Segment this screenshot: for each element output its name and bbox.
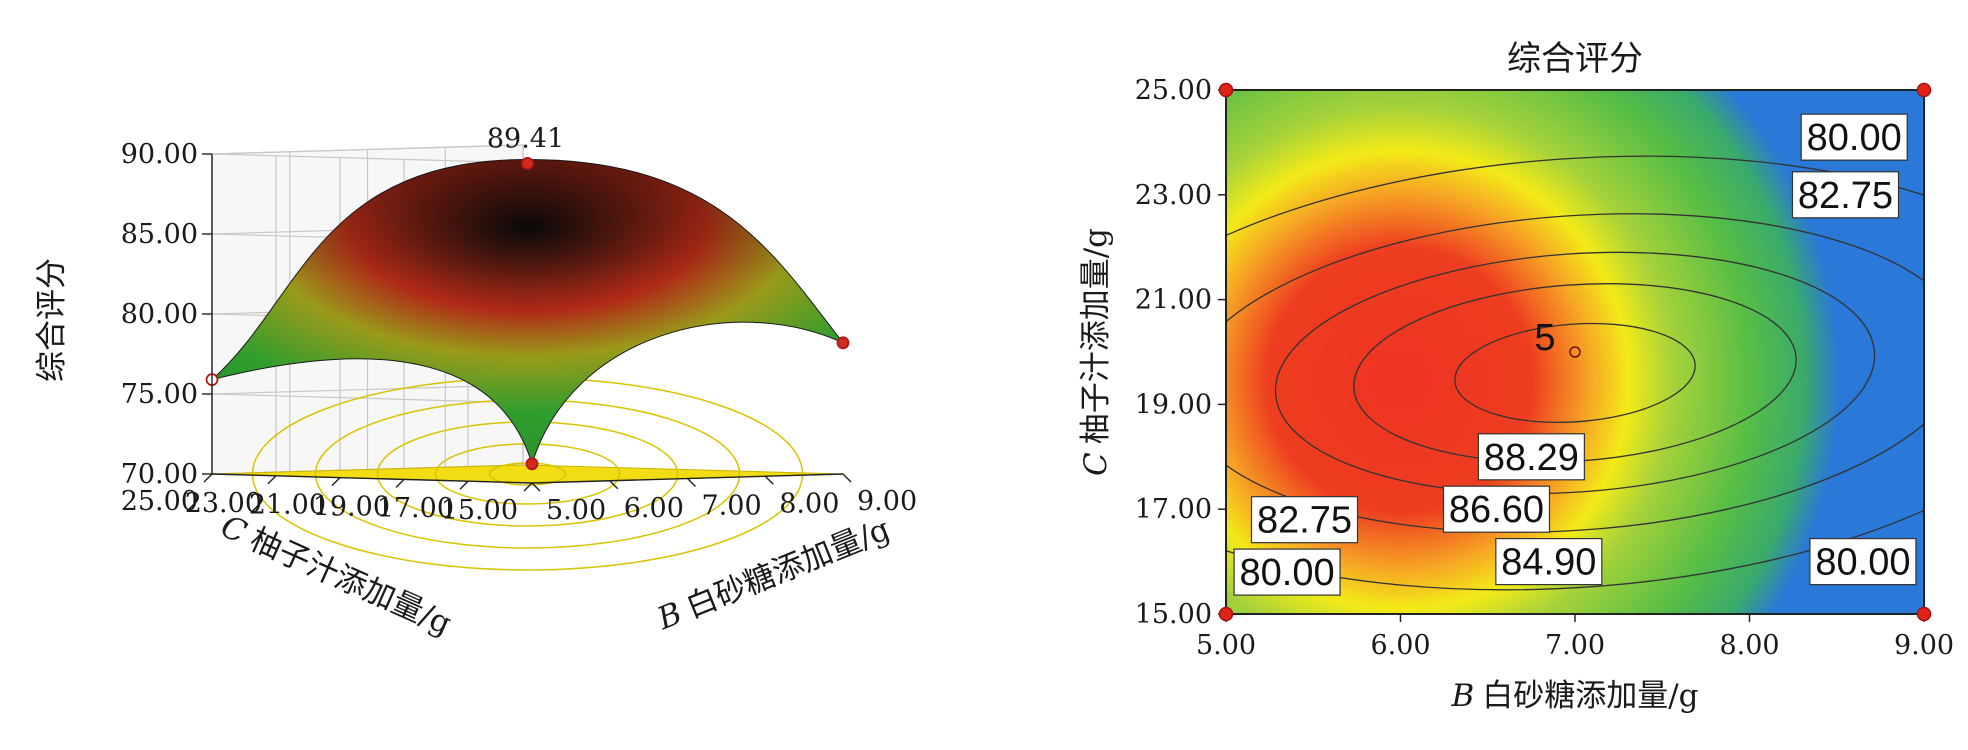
y-axis-line [211, 473, 533, 484]
x-tick [842, 473, 852, 483]
y-tick [523, 482, 533, 492]
contour-line [1454, 322, 1696, 424]
contour-label: 80.00 [1233, 548, 1341, 596]
x-tick-label: 7.00 [702, 491, 762, 522]
y-tick-label: 21.00 [1135, 285, 1212, 316]
svg-text:84.90: 84.90 [1501, 542, 1596, 584]
y-tick [203, 473, 213, 483]
y-tick-label: 25.00 [121, 486, 198, 517]
peak-label: 89.41 [487, 123, 564, 154]
svg-text:88.29: 88.29 [1484, 437, 1579, 479]
contour-line [1226, 213, 1924, 533]
x-tick-label: 7.00 [1545, 630, 1605, 661]
design-point [836, 336, 850, 350]
x-tick-label: 6.00 [624, 493, 684, 524]
y-tick-label: 25.00 [1135, 75, 1212, 106]
contour-label: 84.90 [1495, 537, 1603, 586]
y-tick-label: 19.00 [313, 491, 390, 522]
contour-plot-panel: 综合评分 5.00 6.00 7.00 8.00 9.00 15.00 17.00 19.00… [1060, 0, 1968, 746]
contour-line [1226, 155, 1924, 591]
x-tick [609, 480, 619, 490]
contour-design-points: 5 [1218, 82, 1932, 622]
contour-label: 80.00 [1800, 113, 1908, 161]
x-axis-title: B白砂糖添加量/g [652, 511, 895, 637]
z-tick-label: 80.00 [121, 299, 198, 330]
y-tick-label: 21.00 [249, 490, 326, 521]
z-tick-label: 70.00 [121, 459, 198, 490]
contour-label: 88.29 [1477, 433, 1585, 481]
response-surface-shade [212, 159, 843, 464]
contour-label: 82.75 [1791, 171, 1900, 219]
z-tick-label: 90.00 [121, 139, 198, 170]
z-axis-title: 综合评分 [34, 258, 70, 382]
axes: 70.00 75.00 80.00 85.00 90.00 5.00 6.00 7.00 8.0… [121, 139, 917, 526]
x-tick-label: 8.00 [1719, 630, 1779, 661]
design-point [1218, 606, 1234, 622]
design-point [525, 457, 539, 471]
design-point [1218, 82, 1234, 98]
x-tick-label: 5.00 [546, 495, 606, 526]
y-tick-label: 15.00 [441, 495, 518, 526]
contour-lines [1226, 155, 1924, 591]
svg-text:80.00: 80.00 [1815, 542, 1910, 584]
y-tick-label: 23.00 [185, 488, 262, 519]
y-tick-label: 17.00 [1135, 494, 1212, 525]
x-tick [764, 475, 774, 485]
x-tick-label: 6.00 [1370, 630, 1430, 661]
svg-text:82.75: 82.75 [1798, 175, 1893, 217]
contour-line [1274, 251, 1876, 495]
y-tick [395, 478, 405, 488]
x-tick-label: 5.00 [1196, 630, 1256, 661]
y-tick [267, 475, 277, 485]
center-point-label: 5 [1534, 317, 1555, 359]
surface-plot: 70.00 75.00 80.00 85.00 90.00 5.00 6.00 7.00 8.0… [34, 123, 917, 642]
design-point [521, 157, 534, 170]
surface-plot-panel: 70.00 75.00 80.00 85.00 90.00 5.00 6.00 7.00 8.0… [0, 0, 960, 746]
contour-label: 80.00 [1809, 537, 1917, 586]
y-axis-title: C柚子汁添加量/g [215, 508, 456, 642]
y-tick-label: 17.00 [377, 493, 454, 524]
design-point [1916, 606, 1932, 622]
y-tick [459, 480, 469, 490]
contour-labels: 80.00 82.75 88.29 86.60 84.90 82.75 80.00 80.00 [1233, 113, 1917, 596]
x-tick [531, 482, 541, 492]
y-tick-label: 23.00 [1135, 180, 1212, 211]
contour-title: 综合评分 [1507, 39, 1643, 79]
contour-label: 86.60 [1442, 485, 1551, 533]
x-tick-label: 8.00 [779, 488, 839, 519]
x-tick [687, 478, 696, 487]
y-tick-label: 19.00 [1135, 389, 1212, 420]
y-tick-label: 15.00 [1135, 599, 1212, 630]
svg-text:86.60: 86.60 [1449, 489, 1544, 531]
x-tick-label: 9.00 [857, 486, 917, 517]
contour-label: 82.75 [1250, 496, 1359, 544]
center-design-point [1569, 346, 1581, 358]
contour-y-axis-title: C柚子汁添加量/g [1078, 228, 1114, 476]
y-tick [331, 477, 341, 487]
x-tick-label: 9.00 [1894, 630, 1954, 661]
z-tick-label: 85.00 [121, 219, 198, 250]
design-point [1916, 82, 1932, 98]
contour-plot: 综合评分 5.00 6.00 7.00 8.00 9.00 15.00 17.00 19.00… [1078, 39, 1954, 714]
svg-text:80.00: 80.00 [1807, 117, 1902, 159]
svg-text:80.00: 80.00 [1240, 552, 1335, 594]
contour-x-axis-title: B 白砂糖添加量/g [1450, 678, 1698, 714]
z-tick-label: 75.00 [121, 379, 198, 410]
svg-text:82.75: 82.75 [1257, 500, 1352, 542]
